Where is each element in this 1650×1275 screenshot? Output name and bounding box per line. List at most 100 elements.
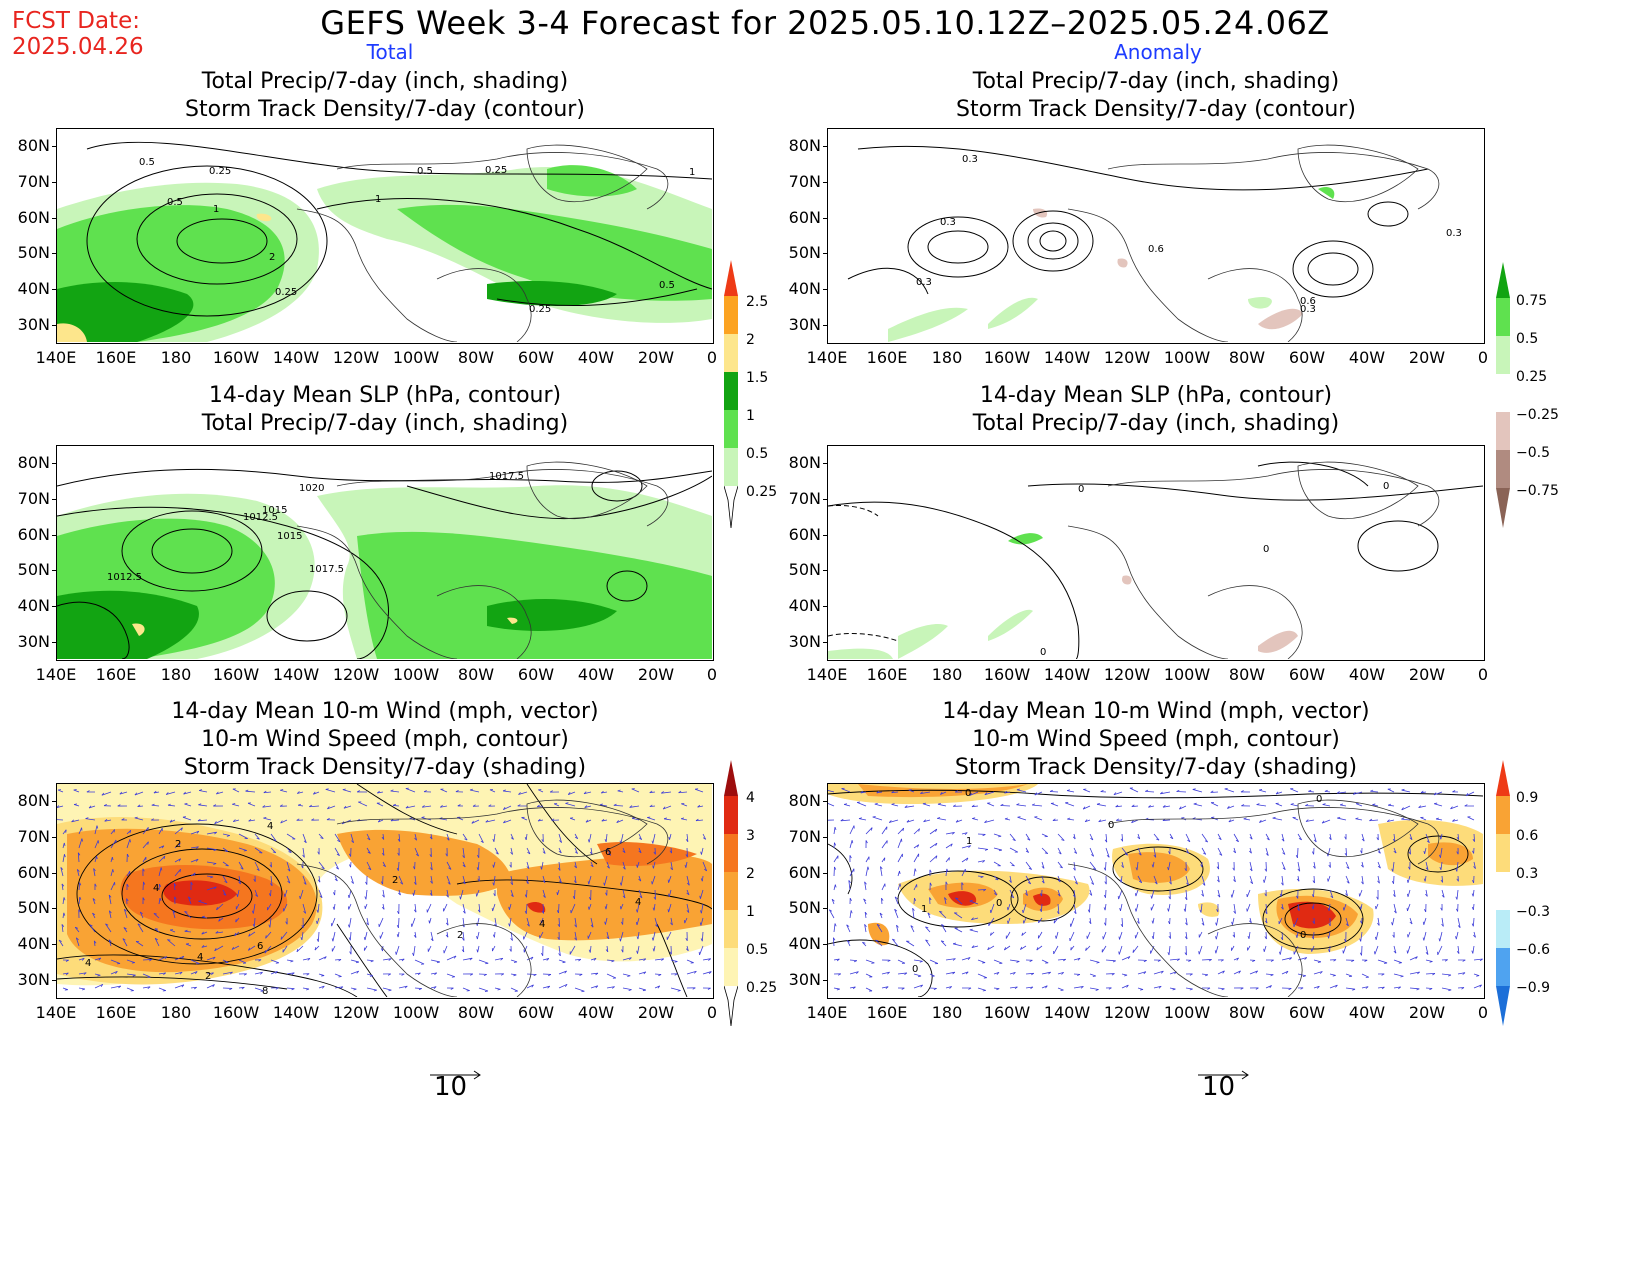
wind-vector — [638, 875, 642, 882]
wind-vector — [961, 857, 969, 863]
wind-vector — [494, 957, 503, 961]
wind-vector-head — [1045, 985, 1048, 989]
wind-vector-head — [248, 933, 251, 937]
wind-vector — [215, 931, 224, 934]
wind-vector — [1407, 931, 1411, 938]
wind-vector-head — [477, 854, 480, 858]
wind-vector — [398, 917, 400, 928]
wind-vector-head — [1055, 935, 1057, 939]
wind-vector — [119, 791, 128, 795]
wind-vector-head — [213, 804, 217, 807]
wind-vector — [234, 931, 240, 937]
wind-vector — [843, 804, 851, 807]
wind-vector-head — [1036, 947, 1039, 951]
wind-vector-head — [588, 897, 592, 901]
wind-vector — [1215, 945, 1219, 954]
wind-vector — [1233, 970, 1241, 975]
wind-vector-head — [367, 837, 371, 841]
wind-vector — [849, 971, 859, 975]
latitude-tick — [52, 944, 56, 945]
wind-vector-head — [88, 805, 92, 809]
wind-vector — [833, 884, 836, 891]
wind-vector-head — [674, 961, 678, 963]
wind-vector — [977, 973, 987, 979]
wind-vector-head — [348, 937, 351, 941]
wind-vector-head — [154, 928, 158, 930]
wind-vector — [94, 825, 98, 835]
wind-vector — [101, 791, 112, 796]
map-precip-total: 0.5 0.25 0.5 1 2 1 0.25 0.25 0.5 0.25 1 … — [56, 128, 714, 344]
wind-vector-head — [412, 952, 414, 956]
wind-vector — [231, 945, 240, 950]
wind-vector — [443, 945, 448, 954]
latitude-tick — [52, 182, 56, 183]
wind-vector-head — [118, 985, 122, 989]
wind-vector-head — [1415, 956, 1418, 960]
latitude-tick — [52, 980, 56, 981]
wind-vector-head — [574, 865, 577, 869]
wind-vector-head — [388, 989, 392, 992]
wind-vector — [1281, 847, 1286, 855]
wind-vector — [1067, 818, 1075, 821]
wind-vector-head — [599, 803, 603, 806]
wind-vector — [937, 817, 947, 821]
wind-vector — [1073, 957, 1081, 961]
wind-vector-head — [987, 947, 990, 950]
wind-vector-head — [851, 840, 854, 844]
wind-vector-head — [1281, 838, 1285, 842]
wind-vector — [1023, 917, 1027, 924]
wind-vector-head — [1279, 893, 1282, 897]
wind-vector-head — [1448, 974, 1452, 977]
wind-vector — [977, 889, 986, 891]
wind-vector — [122, 938, 128, 947]
wind-vector — [1263, 945, 1267, 952]
wind-vector-head — [290, 960, 294, 963]
wind-vector — [969, 791, 979, 796]
wind-vector-head — [96, 856, 98, 860]
wind-vector — [1233, 833, 1239, 842]
wind-vector — [476, 931, 480, 940]
wind-vector — [668, 889, 672, 897]
wind-vector-head — [169, 819, 173, 823]
wind-vector-head — [197, 818, 201, 822]
wind-vector — [526, 956, 534, 961]
wind-vector-head — [1240, 790, 1244, 793]
wind-vector — [695, 788, 704, 793]
wind-vector — [606, 931, 610, 939]
wind-vector-head — [1388, 803, 1392, 806]
wind-vector-head — [864, 881, 867, 885]
longitude-label: 80W — [1228, 348, 1266, 367]
contour-label: 6 — [257, 941, 263, 952]
wind-vector — [510, 959, 518, 963]
wind-vector-head — [470, 973, 474, 976]
wind-vector-head — [1471, 923, 1474, 927]
latitude-tick — [823, 463, 827, 464]
wind-vector — [699, 945, 704, 956]
wind-vector-head — [881, 897, 884, 901]
wind-vector — [1247, 945, 1251, 951]
wind-vector-head — [899, 883, 902, 887]
wind-vector-head — [429, 854, 432, 858]
wind-vector-head — [355, 961, 360, 964]
wind-vector — [1121, 917, 1124, 927]
contour-label: 1 — [689, 167, 695, 178]
wind-vector-head — [1305, 803, 1309, 806]
wind-vector-head — [457, 804, 461, 807]
wind-vector — [1313, 889, 1315, 898]
wind-vector-head — [1461, 987, 1465, 990]
wind-vector-head — [526, 923, 530, 927]
wind-vector-head — [1192, 788, 1196, 790]
wind-vector — [174, 984, 185, 989]
wind-vector-head — [1272, 816, 1276, 819]
wind-vector — [622, 957, 632, 961]
wind-vector-head — [216, 791, 219, 795]
wind-vector — [1329, 889, 1334, 898]
wind-vector-head — [831, 898, 835, 902]
wind-vector-head — [1120, 838, 1123, 842]
wind-vector-head — [954, 790, 958, 793]
wind-vector-head — [613, 803, 617, 806]
longitude-label: 120W — [1103, 665, 1151, 684]
wind-vector — [158, 972, 166, 975]
wind-vector — [1185, 889, 1188, 900]
wind-vector-head — [1295, 934, 1298, 938]
